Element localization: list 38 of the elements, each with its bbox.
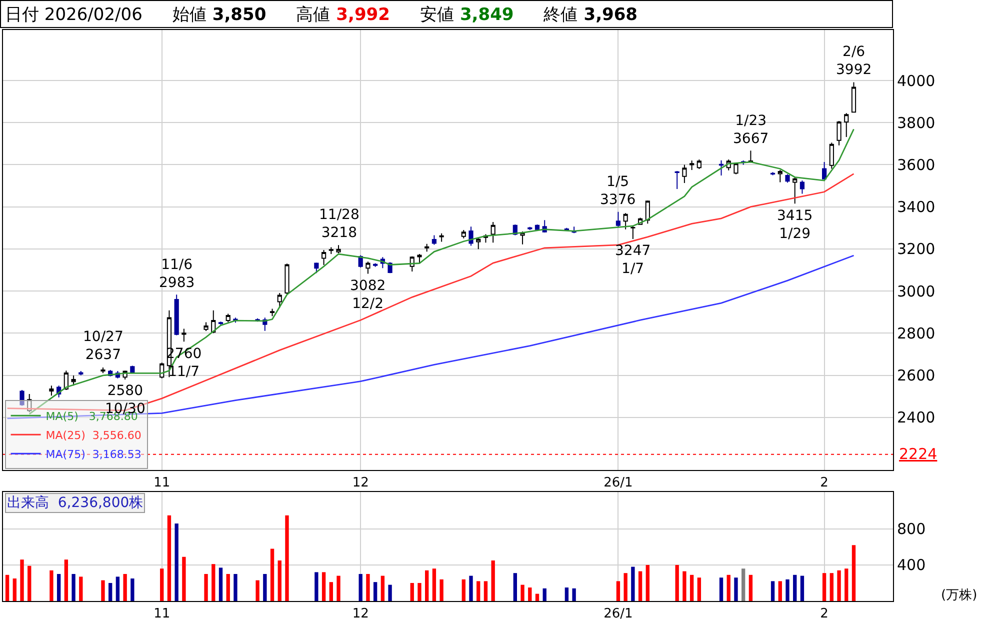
y-tick-label: 2400 (897, 408, 936, 427)
annotation: 11/28 3218 (319, 207, 360, 242)
y-tick-label: 3600 (897, 156, 936, 174)
y-tick-label: 400 (897, 556, 926, 574)
annotation: 3247 1/7 (615, 243, 651, 278)
annotation: 3082 12/2 (350, 278, 386, 312)
x-tick-label: 2 (820, 476, 828, 491)
annotation: 10/27 2637 (83, 329, 124, 364)
annotation: 2/6 3992 (836, 44, 872, 78)
y-axis-title: (万株) (941, 588, 978, 603)
y-tick-label: 3200 (897, 240, 936, 258)
x-tick-label: 12 (352, 476, 369, 491)
x-tick-label: 26/1 (604, 476, 633, 491)
chart-title: 日付 2026/02/06 (5, 4, 142, 26)
annotation: 1/23 3667 (733, 113, 769, 148)
annotation: 3415 1/29 (777, 208, 813, 242)
x-tick-label: 12 (352, 606, 369, 622)
text: 終値 3,968 (544, 4, 638, 26)
y-tick-label: 4000 (897, 72, 936, 90)
text: 安値 3,849 (420, 4, 514, 26)
y-tick-label: 3800 (897, 114, 936, 132)
x-tick-label: 11 (154, 476, 170, 491)
chart-title: 出来高 6,236,800株 (7, 495, 144, 511)
x-tick-label: 2 (820, 606, 828, 622)
y-tick-label: 2800 (897, 324, 936, 342)
annotation: 1/5 3376 (600, 174, 636, 208)
legend-label: MA(25) 3,556.60 (46, 428, 142, 442)
y-tick-label: 3000 (897, 282, 936, 300)
y-tick-label: 800 (897, 520, 926, 538)
x-tick-label: 26/1 (604, 606, 633, 622)
x-tick-label: 11 (154, 606, 170, 622)
text: 高値 3,992 (296, 4, 390, 26)
y-tick-label: 3400 (897, 198, 936, 216)
legend-label: MA(75) 3,168.53 (46, 448, 142, 461)
text: 始値 3,850 (172, 4, 266, 26)
annotation: 11/6 2983 (159, 257, 195, 292)
ref-line-label: 2224 (899, 445, 938, 463)
y-tick-label: 2600 (897, 366, 936, 385)
